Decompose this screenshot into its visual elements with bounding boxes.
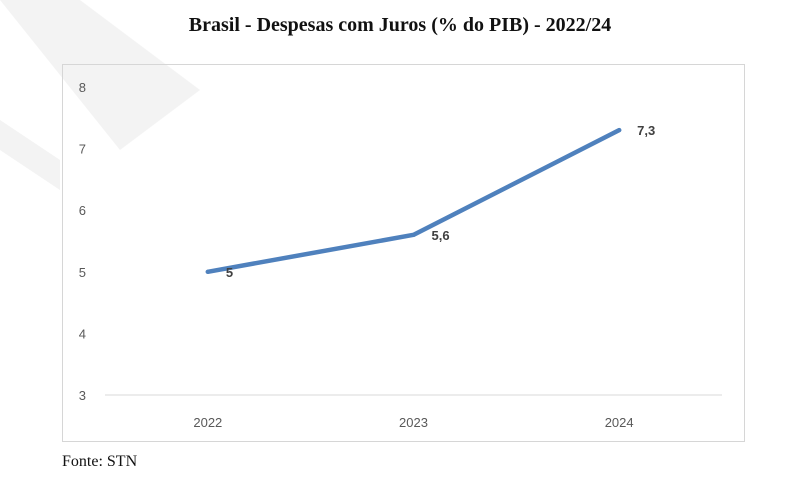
- x-tick-label: 2022: [193, 415, 222, 430]
- x-tick-label: 2023: [399, 415, 428, 430]
- data-point: [411, 232, 416, 237]
- data-label: 7,3: [637, 123, 655, 138]
- x-tick-label: 2024: [605, 415, 634, 430]
- y-tick-label: 4: [79, 326, 86, 341]
- y-tick-label: 6: [79, 203, 86, 218]
- y-tick-label: 8: [79, 80, 86, 95]
- y-tick-label: 7: [79, 142, 86, 157]
- source-note: Fonte: STN: [62, 453, 138, 470]
- data-label: 5,6: [432, 228, 450, 243]
- data-label: 5: [226, 265, 233, 280]
- chart-title: Brasil - Despesas com Juros (% do PIB) -…: [188, 14, 612, 36]
- data-point: [205, 269, 210, 274]
- series-line: [205, 127, 622, 275]
- chart-area: [62, 64, 745, 442]
- data-point: [617, 128, 622, 133]
- y-tick-label: 5: [79, 265, 86, 280]
- y-tick-label: 3: [79, 388, 86, 403]
